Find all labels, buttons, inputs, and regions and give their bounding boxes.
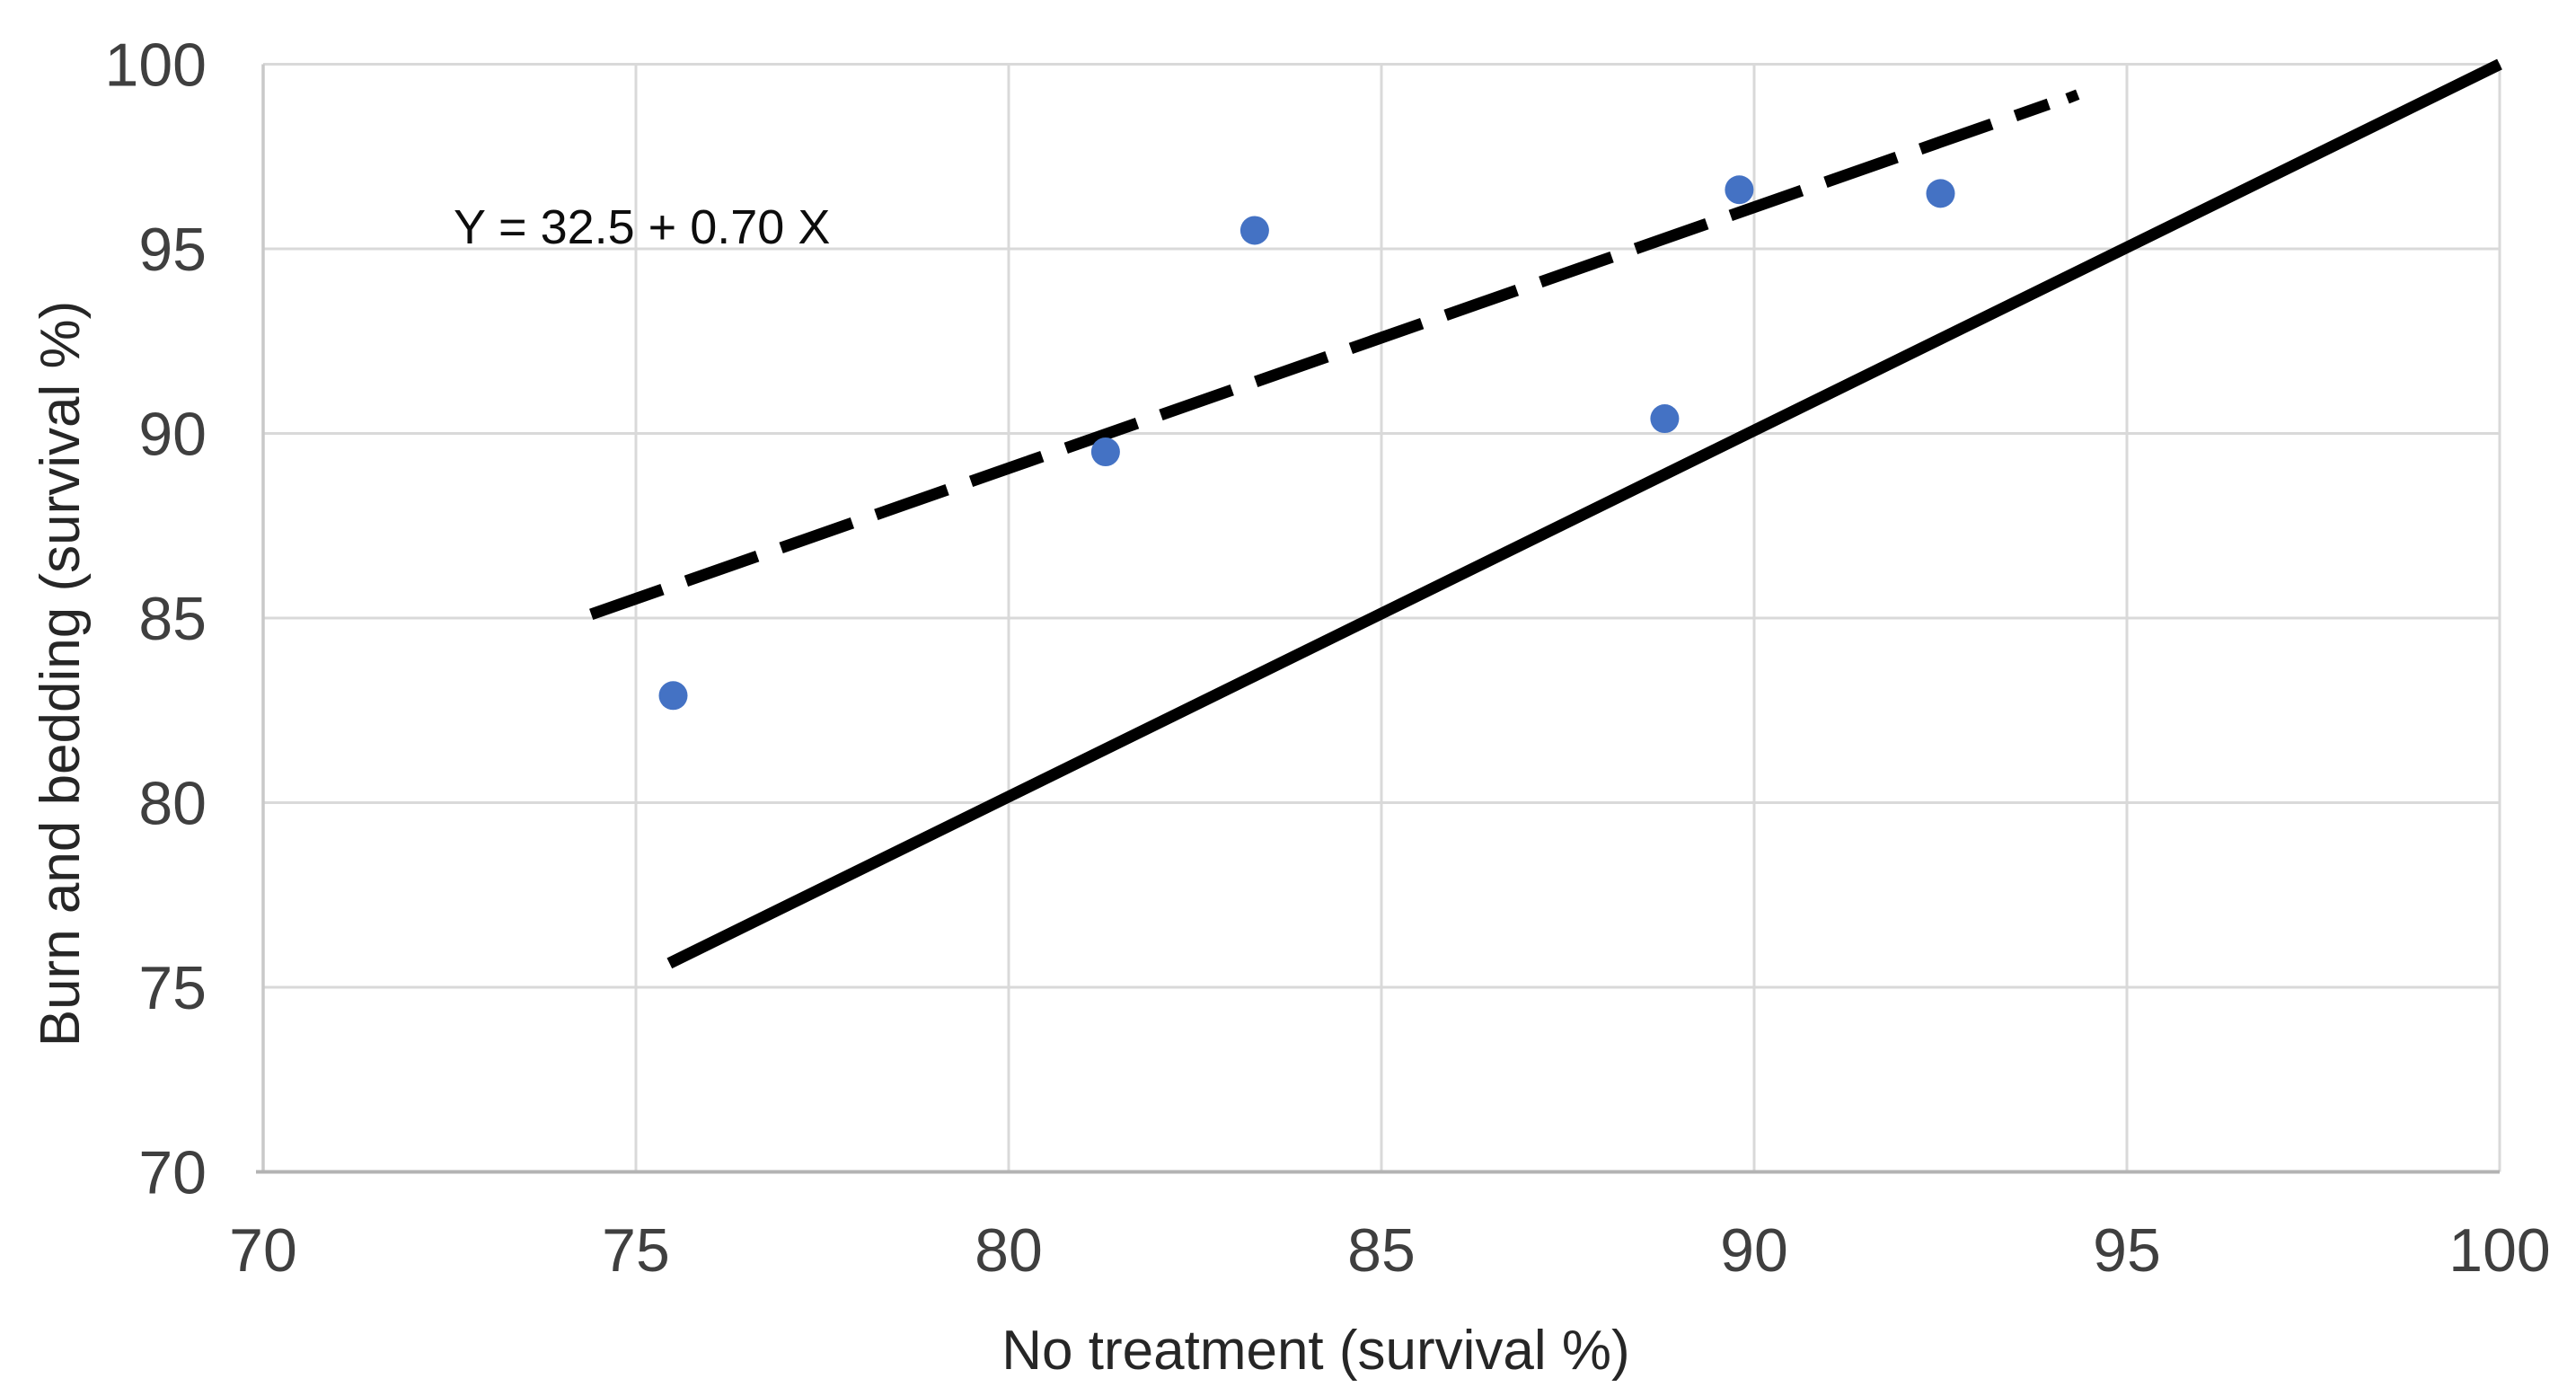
data-point: [1090, 437, 1120, 467]
y-axis-title: Burn and bedding (survival %): [30, 301, 92, 1047]
y-tick-label-75: 75: [138, 954, 207, 1022]
data-point: [1650, 404, 1680, 434]
x-axis-tick-labels: 70 75 80 85 90 95 100: [229, 1216, 2551, 1285]
x-tick-label-95: 95: [2093, 1216, 2161, 1285]
x-tick-label-80: 80: [975, 1216, 1043, 1285]
x-tick-label-75: 75: [602, 1216, 670, 1285]
y-tick-label-70: 70: [138, 1139, 207, 1207]
x-tick-label-90: 90: [1720, 1216, 1788, 1285]
y-tick-label-80: 80: [138, 770, 207, 838]
x-tick-label-100: 100: [2448, 1216, 2550, 1285]
x-tick-label-70: 70: [229, 1216, 297, 1285]
regression-line-end-fragment: [2065, 89, 2080, 104]
identity-line: [666, 58, 2502, 969]
x-axis-title: No treatment (survival %): [1001, 1320, 1629, 1382]
data-point: [1926, 179, 1955, 208]
data-marks: [589, 58, 2502, 969]
x-tick-label-85: 85: [1347, 1216, 1416, 1285]
y-tick-label-85: 85: [138, 585, 207, 653]
y-tick-label-95: 95: [138, 216, 207, 284]
regression-line: [589, 98, 2051, 621]
regression-equation-annotation: Y = 32.5 + 0.70 X: [454, 200, 830, 254]
y-tick-label-90: 90: [138, 401, 207, 469]
data-point: [1725, 175, 1754, 205]
data-point: [658, 681, 688, 711]
y-tick-label-100: 100: [105, 31, 207, 100]
data-point: [1239, 216, 1269, 245]
y-axis-tick-labels: 70 75 80 85 90 95 100: [105, 31, 207, 1207]
axes: [256, 64, 2500, 1174]
